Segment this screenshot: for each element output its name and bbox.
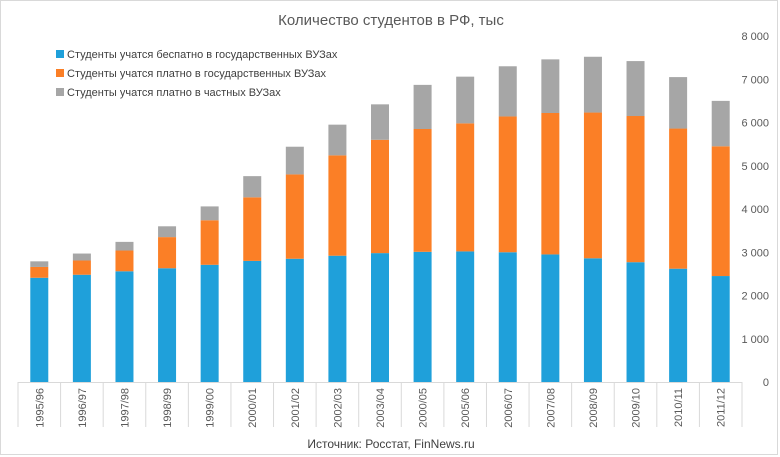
y-axis-tick-labels: 0 1 000 2 000 3 000 4 000 5 000 6 000 7 000 8 00… [741,31,769,389]
bar-segment-2-2007/08 [541,112,560,255]
bar-segment-3-2009/10 [626,61,645,117]
y-tick-label: 2 000 [741,291,769,303]
x-tick-label: 1998/99 [162,388,174,428]
bar-segment-3-2007/08 [541,59,560,113]
bar-segment-3-2000/01 [243,176,262,198]
bar-segment-2-2000/01 [243,197,262,261]
bar-segment-1-1995/96 [30,277,49,382]
x-tick-label: 2000/05 [418,388,430,428]
bar-segment-2-1996/97 [72,260,91,275]
bar-segment-2-2006/07 [498,116,517,253]
x-tick-label: 2000/01 [247,388,259,428]
bar-segment-3-2008/09 [583,56,602,113]
bar-segment-2-2002/03 [328,155,347,256]
bar-segment-1-2011/12 [711,276,730,382]
bar-segment-1-2007/08 [541,254,560,382]
bar-segment-1-2010/11 [669,268,688,382]
y-tick-label: 8 000 [741,31,769,43]
y-tick-label: 0 [763,377,769,389]
bar-segment-3-2000/05 [413,84,432,129]
x-tick-label: 2009/10 [631,388,643,428]
x-tick-label: 2002/03 [332,388,344,428]
legend-swatch-1 [56,50,64,58]
bar-segment-3-2006/07 [498,66,517,117]
bar-segment-2-1999/00 [200,220,219,265]
bar-segment-2-1995/96 [30,266,49,278]
bar-segment-1-2005/06 [456,251,475,382]
bar-segment-2-2001/02 [285,174,304,259]
bar-segment-1-1997/98 [115,271,134,382]
bar-segment-3-1995/96 [30,261,49,267]
bar-segment-1-2006/07 [498,252,517,382]
chart-title: Количество студентов в РФ, тыс [278,12,504,29]
y-tick-label: 4 000 [741,204,769,216]
y-tick-label: 3 000 [741,247,769,259]
y-tick-label: 7 000 [741,74,769,86]
x-tick-label: 2010/11 [673,388,685,427]
x-tick-label: 2007/08 [545,388,557,428]
legend-label-3: Студенты учатся платно в частных ВУЗах [67,87,281,99]
bar-segment-2-2005/06 [456,123,475,252]
bar-segment-2-2000/05 [413,128,432,252]
bar-segment-3-2002/03 [328,124,347,156]
bar-segment-3-1997/98 [115,241,134,251]
bar-segment-1-2008/09 [583,258,602,382]
x-tick-label: 2008/09 [588,388,600,428]
x-axis-tick-labels: 1995/96 1996/97 1997/98 1998/99 1999/00 2000/… [34,388,727,428]
bar-segment-3-1996/97 [72,253,91,261]
y-tick-label: 5 000 [741,161,769,173]
plot-area [17,56,743,427]
legend-swatch-3 [56,88,64,96]
x-tick-label: 2003/04 [375,388,387,428]
bar-segment-3-1998/99 [158,226,177,238]
bar-segment-2-2011/12 [711,146,730,277]
chart-source-note: Источник: Росстат, FinNews.ru [307,437,474,451]
bar-segment-1-1999/00 [200,264,219,382]
bar-segment-2-2010/11 [669,128,688,269]
bar-segment-2-2009/10 [626,116,645,263]
bar-segment-1-2009/10 [626,262,645,382]
bar-segment-3-2001/02 [285,146,304,175]
bar-segment-2-1998/99 [158,237,177,269]
legend-label-2: Студенты учатся платно в государственных… [67,68,326,80]
chart-legend: Студенты учатся беспатно в государственн… [56,49,338,99]
bar-segment-3-2003/04 [371,104,389,140]
bar-segment-3-2005/06 [456,76,475,124]
bar-segment-1-2001/02 [285,258,304,382]
x-tick-label: 2001/02 [290,388,302,428]
bar-segment-1-2002/03 [328,255,347,382]
bar-segment-3-2010/11 [669,77,688,129]
bar-segment-3-1999/00 [200,206,219,221]
bar-segment-1-1996/97 [72,274,91,382]
x-tick-label: 1999/00 [205,388,217,428]
bar-segment-2-2003/04 [371,139,389,254]
bar-segment-2-2008/09 [583,112,602,259]
bar-segment-1-1998/99 [158,268,177,382]
bar-segment-2-1997/98 [115,250,134,272]
x-tick-label: 1997/98 [119,388,131,428]
y-tick-label: 6 000 [741,118,769,130]
x-tick-label: 2005/06 [460,388,472,428]
bar-segment-1-2000/05 [413,251,432,382]
bar-segment-1-2000/01 [243,260,262,382]
x-tick-label: 1995/96 [34,388,46,428]
legend-swatch-2 [56,69,64,77]
x-tick-label: 2011/12 [716,388,728,427]
x-tick-label: 1996/97 [77,388,89,428]
x-tick-label: 2006/07 [503,388,515,428]
legend-label-1: Студенты учатся беспатно в государственн… [67,49,338,61]
bar-segment-3-2011/12 [711,100,730,147]
bar-segment-1-2003/04 [371,253,389,382]
y-tick-label: 1 000 [741,334,769,346]
